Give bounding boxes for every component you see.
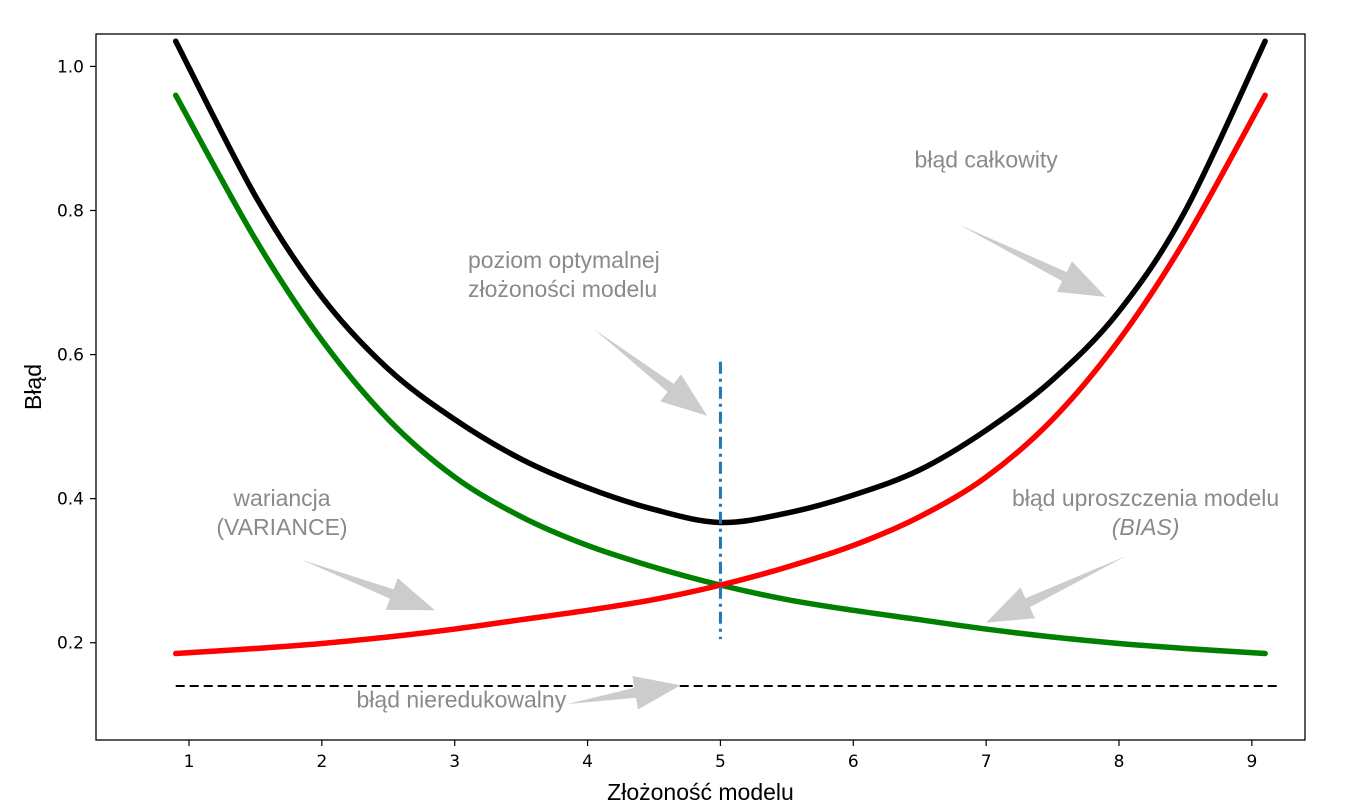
variance-annotation-text: wariancja bbox=[232, 485, 330, 511]
y-tick-label: 0.8 bbox=[57, 202, 84, 222]
bias-annotation: błąd uproszczenia modelu (BIAS) bbox=[986, 485, 1279, 623]
optimal-annotation-text: złożoności modelu bbox=[468, 276, 657, 302]
x-tick-label: 2 bbox=[316, 752, 327, 772]
x-tick-label: 8 bbox=[1114, 752, 1125, 772]
variance-annotation-text: (VARIANCE) bbox=[216, 514, 347, 540]
variance-arrow bbox=[301, 559, 435, 611]
y-tick-label: 0.6 bbox=[57, 346, 84, 366]
bias-curve bbox=[172, 92, 1268, 657]
optimal-arrow bbox=[594, 329, 708, 416]
x-tick-label: 5 bbox=[715, 752, 726, 772]
irreducible-arrow bbox=[567, 676, 681, 710]
chart-marks bbox=[172, 38, 1279, 687]
variance-annotation: wariancja (VARIANCE) bbox=[216, 485, 435, 611]
irreducible-annotation: błąd nieredukowalny bbox=[357, 676, 681, 713]
variance-curve bbox=[172, 92, 1268, 657]
bias-arrow bbox=[986, 556, 1126, 623]
bias-annotation-text: (BIAS) bbox=[1112, 514, 1180, 540]
optimal-annotation: poziom optymalnej złożoności modelu bbox=[468, 247, 708, 416]
y-axis-label: Błąd bbox=[20, 364, 46, 410]
total-curve bbox=[172, 38, 1268, 526]
bias-annotation-text: błąd uproszczenia modelu bbox=[1012, 485, 1279, 511]
x-tick-label: 7 bbox=[981, 752, 992, 772]
optimal-annotation-text: poziom optymalnej bbox=[468, 247, 660, 273]
y-tick-label: 0.2 bbox=[57, 634, 84, 654]
axis-ticks: 1 2 3 4 5 6 7 8 9 0.2 0.4 0.6 0.8 1.0 bbox=[57, 57, 1257, 772]
total-annotation-text: błąd całkowity bbox=[915, 146, 1059, 172]
x-tick-label: 1 bbox=[184, 752, 195, 772]
chart-annotations: błąd całkowity poziom optymalnej złożonośc… bbox=[216, 146, 1279, 712]
plot-frame bbox=[95, 33, 1306, 741]
total-arrow bbox=[959, 224, 1106, 297]
x-axis-label: Złożoność modelu bbox=[607, 779, 794, 805]
x-tick-label: 3 bbox=[449, 752, 460, 772]
y-tick-label: 0.4 bbox=[57, 490, 84, 510]
x-tick-label: 4 bbox=[582, 752, 593, 772]
x-tick-label: 9 bbox=[1246, 752, 1257, 772]
irreducible-annotation-text: błąd nieredukowalny bbox=[357, 687, 567, 713]
y-tick-label: 1.0 bbox=[57, 57, 84, 77]
x-tick-label: 6 bbox=[848, 752, 859, 772]
total-annotation: błąd całkowity bbox=[915, 146, 1106, 297]
